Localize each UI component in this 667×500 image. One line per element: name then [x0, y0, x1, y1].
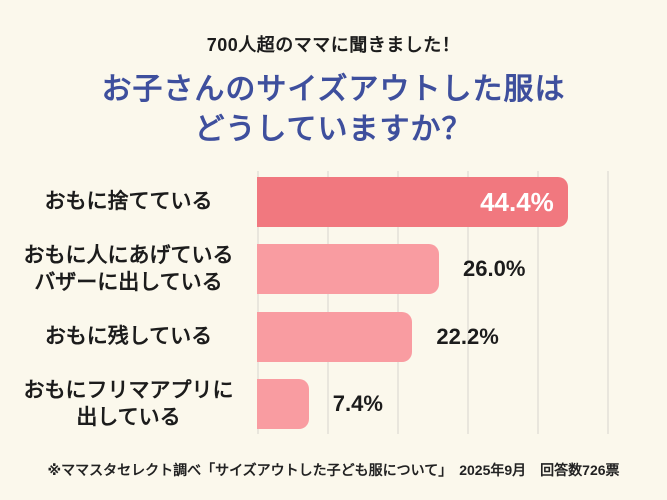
gridline	[327, 171, 329, 434]
bar-chart: おもに捨てている 44.4% おもに人にあげている バザーに出している 26.0% おも…	[0, 171, 667, 434]
value-label: 7.4%	[332, 390, 383, 416]
bar-track: 26.0%	[257, 244, 667, 295]
chart-row: おもに残している 22.2%	[0, 311, 667, 362]
gridline	[537, 171, 539, 434]
value-label: 26.0%	[463, 256, 526, 282]
bar: 44.4%	[257, 177, 568, 227]
chart-row: おもに人にあげている バザーに出している 26.0%	[0, 244, 667, 295]
chart-gridlines	[257, 171, 667, 434]
gridline	[257, 171, 259, 434]
bar-track: 44.4%	[257, 177, 667, 227]
gridline	[467, 171, 469, 434]
value-label: 22.2%	[436, 323, 499, 349]
bar	[257, 311, 413, 362]
category-label: おもにフリマアプリに 出している	[23, 378, 234, 429]
category-label: おもに人にあげている バザーに出している	[23, 244, 234, 295]
chart-title: お子さんのサイズアウトした服は どうしていますか？	[0, 70, 667, 150]
bar	[257, 378, 309, 429]
source-note: ※ママスタセレクト調べ「サイズアウトした子ども服について」 2025年9月 回答…	[47, 462, 620, 478]
chart-row: おもにフリマアプリに 出している 7.4%	[0, 379, 667, 429]
chart-title-line1: お子さんのサイズアウトした服は	[101, 73, 566, 106]
chart-rows: おもに捨てている 44.4% おもに人にあげている バザーに出している 26.0% おも…	[0, 177, 667, 429]
bar-track: 7.4%	[257, 378, 667, 429]
category-label: おもに残している	[44, 325, 213, 348]
chart-row: おもに捨てている 44.4%	[0, 177, 667, 227]
bar-track: 22.2%	[257, 311, 667, 362]
header: 700人超のママに聞きました！ お子さんのサイズアウトした服は どうしていますか…	[0, 31, 667, 150]
gridline	[607, 171, 609, 434]
chart-title-line2: どうしていますか？	[194, 113, 473, 147]
bar	[257, 244, 439, 295]
category-label: おもに捨てている	[44, 190, 213, 214]
gridline	[397, 171, 399, 434]
value-label: 44.4%	[480, 186, 554, 217]
kicker-text: 700人超のママに聞きました！	[206, 35, 461, 55]
